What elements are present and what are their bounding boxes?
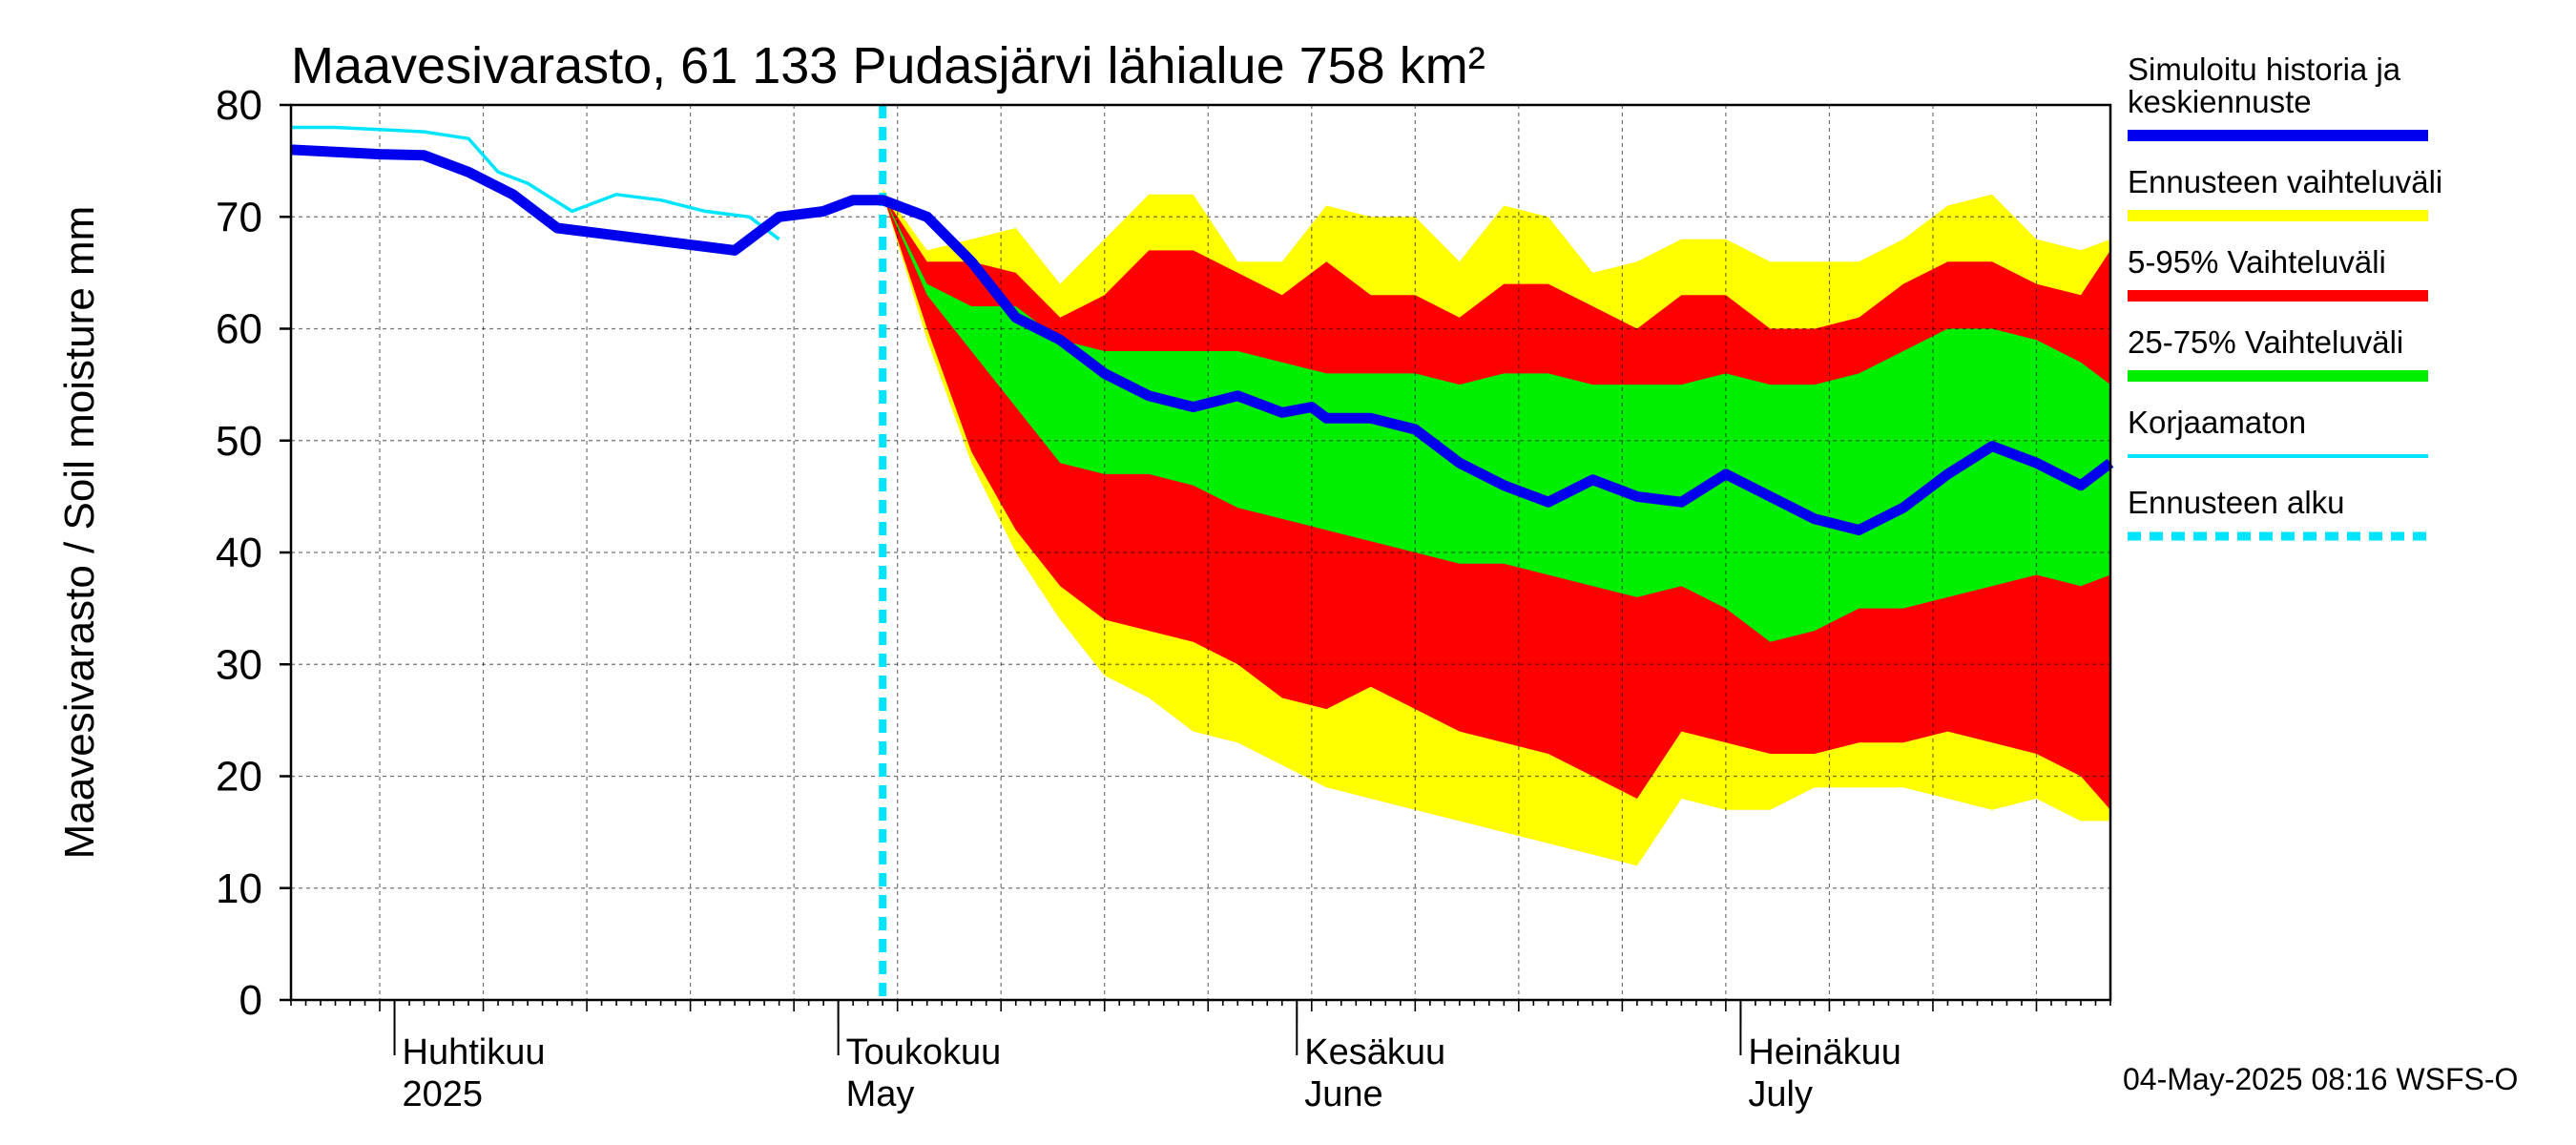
y-tick-label: 50	[216, 418, 262, 465]
x-month-label-fi: Toukokuu	[846, 1032, 1002, 1072]
x-month-label-fi: Kesäkuu	[1304, 1032, 1445, 1072]
y-tick-label: 70	[216, 194, 262, 240]
x-month-label-en: July	[1748, 1074, 1813, 1114]
plot-area	[289, 103, 2114, 1002]
legend-item-range: Ennusteen vaihteluväli	[2128, 164, 2442, 221]
band-25-75	[883, 194, 2111, 642]
legend-label: keskiennuste	[2128, 84, 2312, 119]
legend-label: 5-95% Vaihteluväli	[2128, 244, 2386, 280]
y-tick-label: 80	[216, 82, 262, 129]
y-tick-label: 20	[216, 754, 262, 801]
legend-label: 25-75% Vaihteluväli	[2128, 324, 2403, 360]
series-korjaamaton-line	[291, 125, 780, 241]
legend-label: Ennusteen alku	[2128, 485, 2345, 520]
x-month-label-fi: Huhtikuu	[403, 1032, 546, 1072]
y-tick-label: 60	[216, 306, 262, 353]
y-axis-label: Maavesivarasto / Soil moisture mm	[56, 206, 103, 860]
x-month-label-en: May	[846, 1074, 915, 1114]
legend-item-start: Ennusteen alku	[2128, 485, 2428, 541]
legend-label: Ennusteen vaihteluväli	[2128, 164, 2442, 199]
grid	[291, 105, 2110, 1000]
y-tick-label: 0	[239, 977, 262, 1024]
legend-item-p25_75: 25-75% Vaihteluväli	[2128, 324, 2428, 382]
x-month-label-fi: Heinäkuu	[1748, 1032, 1901, 1072]
legend-label: Simuloitu historia ja	[2128, 52, 2401, 87]
legend-item-raw: Korjaamaton	[2128, 405, 2428, 458]
y-tick-label: 10	[216, 865, 262, 912]
chart-title: Maavesivarasto, 61 133 Pudasjärvi lähial…	[291, 37, 1485, 94]
legend-label: Korjaamaton	[2128, 405, 2306, 440]
legend-item-p5_95: 5-95% Vaihteluväli	[2128, 244, 2428, 302]
series-simulated-mean-line	[290, 144, 2114, 535]
y-tick-label: 30	[216, 641, 262, 688]
timestamp-footer: 04-May-2025 08:16 WSFS-O	[2123, 1062, 2518, 1096]
y-tick-label: 40	[216, 530, 262, 576]
x-month-label-en: 2025	[403, 1074, 484, 1114]
y-axis: 0 10 20 30 40 50 60 70 80	[216, 82, 291, 1024]
x-month-label-en: June	[1304, 1074, 1382, 1114]
